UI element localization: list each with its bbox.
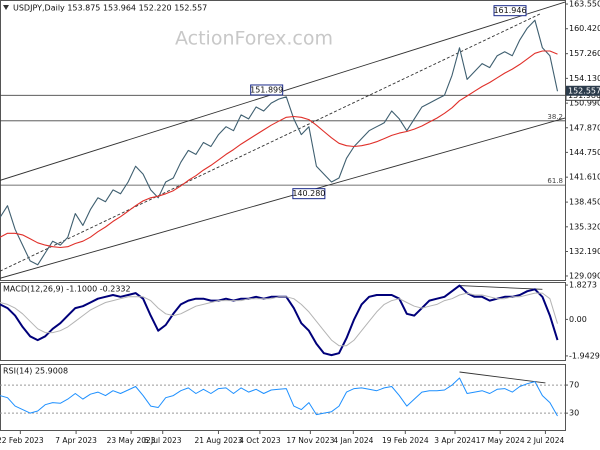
title-icon (3, 5, 9, 10)
series-line (0, 377, 558, 417)
x-tick-label: 17 May 2024 (476, 436, 525, 445)
series-line (0, 50, 558, 249)
x-tick-label: 19 Feb 2024 (382, 436, 429, 445)
annotation-box (292, 188, 326, 200)
annotation-label: 161.946 (493, 6, 526, 15)
series-line (0, 292, 558, 347)
x-tick-label: 6 Jul 2023 (144, 436, 182, 445)
x-tick-label: 22 Feb 2023 (0, 436, 44, 445)
x-tick-label: 4 Oct 2023 (239, 436, 281, 445)
y-tick-label: 163.550 (569, 0, 600, 9)
panel-title: USDJPY,Daily 153.875 153.964 152.220 152… (13, 4, 207, 13)
y-tick-label: 138.450 (569, 198, 600, 207)
y-tick-label: 150.990 (569, 99, 600, 108)
panel-frame (0, 282, 566, 361)
y-tick-label: 132.190 (569, 247, 600, 256)
annotation-box (493, 5, 527, 17)
y-tick-label: 70 (569, 381, 579, 390)
y-tick-label: 0.00 (569, 315, 587, 324)
panel-title: MACD(12,26,9) -1.1000 -0.2332 (3, 285, 131, 294)
x-tick-label: 2 Jul 2024 (527, 436, 565, 445)
y-tick-label: 141.610 (569, 173, 600, 182)
trendline (459, 371, 546, 384)
panel-frame (0, 0, 566, 281)
watermark: ActionForex.com (175, 28, 333, 50)
trendline (0, 117, 566, 279)
y-tick-label: 147.870 (569, 123, 600, 132)
x-tick-label: 23 May 2023 (107, 436, 156, 445)
y-tick-label: 1.8273 (569, 281, 597, 290)
x-tick-label: 17 Nov 2023 (286, 436, 334, 445)
last-price-box (566, 85, 600, 96)
annotation-label: 140.280 (292, 189, 325, 198)
x-tick-label: 3 Apr 2024 (434, 436, 476, 445)
x-tick-label: 4 Jan 2024 (333, 436, 373, 445)
y-tick-label: -1.9429 (569, 351, 600, 360)
y-tick-label: 160.420 (569, 24, 600, 33)
level-label: 38.2 (547, 113, 563, 121)
last-price-label: 152.557 (568, 86, 600, 95)
annotation-box (250, 84, 284, 96)
series-line (0, 19, 559, 266)
trendline (459, 285, 543, 290)
panel-frame (0, 364, 566, 431)
y-tick-label: 129.090 (569, 271, 600, 280)
y-tick-label: 157.260 (569, 49, 600, 58)
x-tick-label: 21 Aug 2023 (194, 436, 242, 445)
panel-title: RSI(14) 25.9008 (3, 367, 68, 376)
y-tick-label: 154.130 (569, 74, 600, 83)
y-tick-label: 135.320 (569, 222, 600, 231)
y-tick-label: 144.750 (569, 148, 600, 157)
x-tick-label: 7 Apr 2023 (55, 436, 97, 445)
level-label: 61.8 (547, 177, 563, 185)
y-tick-label: 30 (569, 409, 579, 418)
annotation-label: 151.899 (250, 85, 283, 94)
